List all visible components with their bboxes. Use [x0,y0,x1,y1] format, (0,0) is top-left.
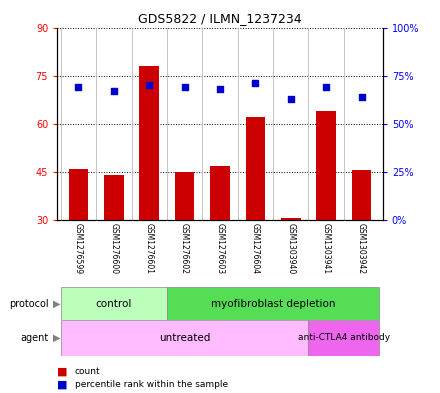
Bar [139,66,159,220]
Text: count: count [75,367,100,376]
Point [181,84,188,90]
Bar [308,320,379,356]
Bar [352,170,371,220]
Point [358,94,365,100]
Text: ▶: ▶ [53,299,60,309]
Text: GSM1276603: GSM1276603 [216,223,224,275]
Text: ■: ■ [57,379,68,389]
Text: percentile rank within the sample: percentile rank within the sample [75,380,228,389]
Bar [316,111,336,220]
Point [110,88,117,94]
Text: GSM1303942: GSM1303942 [357,223,366,275]
Point [146,82,153,88]
Text: GSM1276601: GSM1276601 [145,223,154,274]
Bar [281,219,301,220]
Text: anti-CTLA4 antibody: anti-CTLA4 antibody [298,334,390,342]
Text: ■: ■ [57,366,68,376]
Point [216,86,224,92]
Text: myofibroblast depletion: myofibroblast depletion [211,299,335,309]
Bar [69,169,88,220]
Bar [246,118,265,220]
Text: GSM1276602: GSM1276602 [180,223,189,274]
Text: protocol: protocol [9,299,48,309]
Text: GSM1276599: GSM1276599 [74,223,83,275]
Bar [61,287,167,320]
Bar [167,287,379,320]
Bar [104,175,124,220]
Bar [210,165,230,220]
Text: GSM1303940: GSM1303940 [286,223,295,275]
Text: GSM1276600: GSM1276600 [109,223,118,275]
Text: GSM1303941: GSM1303941 [322,223,331,275]
Bar [61,320,308,356]
Text: agent: agent [20,333,48,343]
Point [75,84,82,90]
Bar [175,172,194,220]
Text: ▶: ▶ [53,333,60,343]
Text: untreated: untreated [159,333,210,343]
Title: GDS5822 / ILMN_1237234: GDS5822 / ILMN_1237234 [138,12,302,25]
Text: control: control [95,299,132,309]
Point [287,95,294,102]
Point [252,80,259,86]
Point [323,84,330,90]
Text: GSM1276604: GSM1276604 [251,223,260,275]
